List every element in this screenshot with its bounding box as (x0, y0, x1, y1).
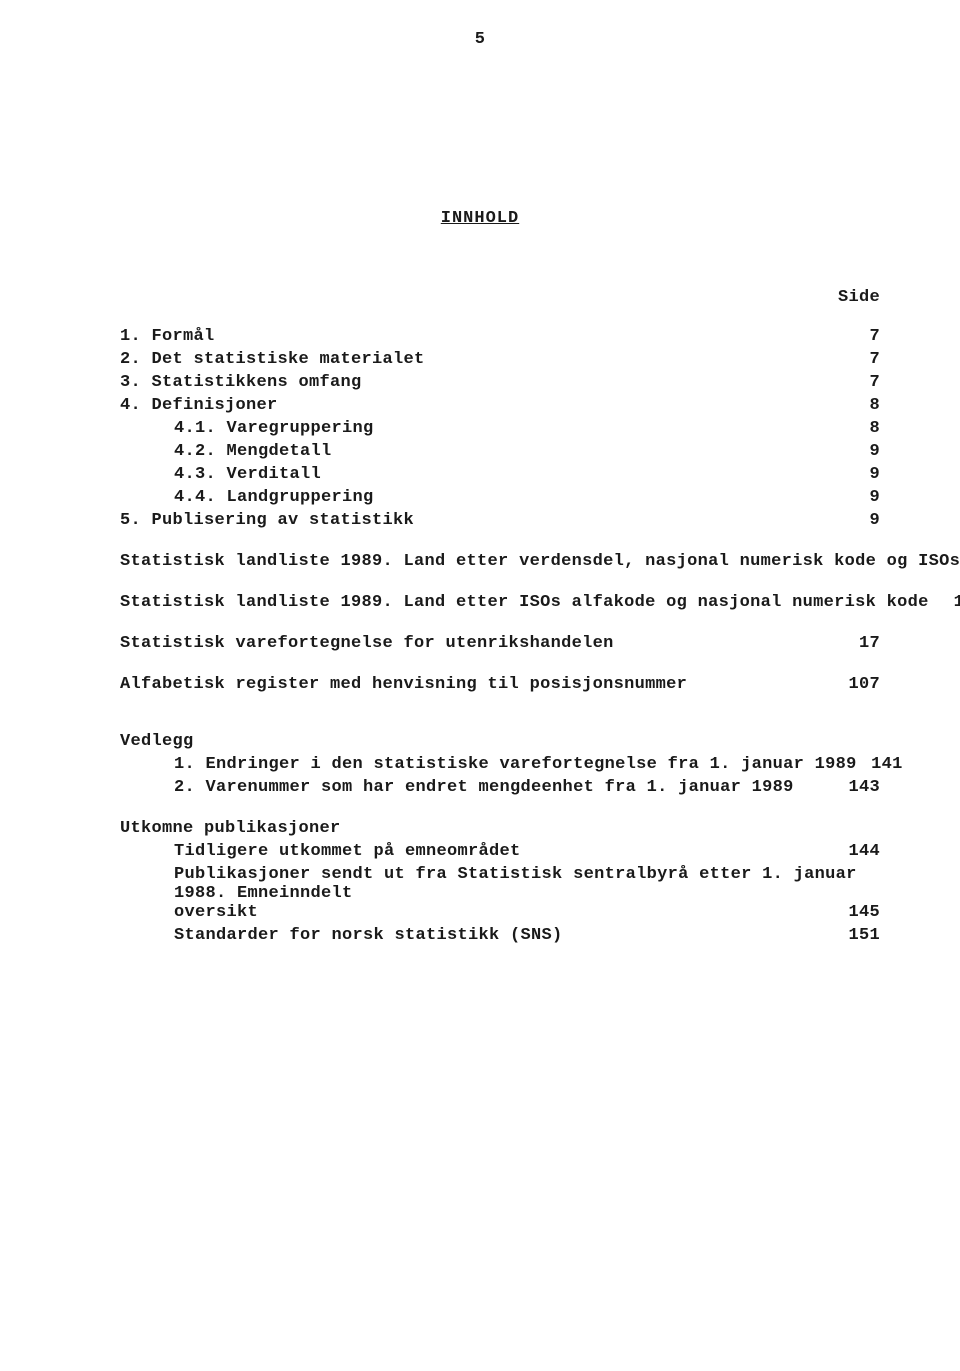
vedlegg-heading: Vedlegg (120, 732, 880, 751)
toc-label: 4. Definisjoner (120, 396, 278, 415)
toc-entry: Tidligere utkommet på emneområdet 144 (120, 842, 880, 861)
toc-page: 151 (846, 926, 880, 945)
toc-page: 8 (846, 419, 880, 438)
toc-entry: Statistisk varefortegnelse for utenriksh… (120, 634, 880, 653)
toc-page: 7 (846, 373, 880, 392)
toc-page: 143 (846, 778, 880, 797)
toc-label: Standarder for norsk statistikk (SNS) (174, 926, 563, 945)
toc-entry: 3. Statistikkens omfang 7 (120, 373, 880, 392)
toc-section-main: 1. Formål 7 2. Det statistiske materiale… (120, 327, 880, 530)
toc-page: 141 (869, 755, 903, 774)
toc-label-line2: oversikt (174, 903, 258, 922)
side-column-header: Side (120, 288, 880, 307)
toc-entry: Alfabetisk register med henvisning til p… (120, 675, 880, 694)
toc-page: 12 (941, 593, 960, 612)
toc-label: 5. Publisering av statistikk (120, 511, 414, 530)
toc-section-utkomne: Utkomne publikasjoner Tidligere utkommet… (120, 819, 880, 945)
toc-label: 1. Endringer i den statistiske vareforte… (174, 755, 857, 774)
toc-label: 1. Formål (120, 327, 215, 346)
toc-label-line1: Publikasjoner sendt ut fra Statistisk se… (174, 865, 880, 903)
toc-label: 2. Det statistiske materialet (120, 350, 425, 369)
document-title: INNHOLD (80, 209, 880, 228)
toc-label: Statistisk landliste 1989. Land etter IS… (120, 593, 929, 612)
toc-section-lists: Statistisk landliste 1989. Land etter ve… (120, 552, 880, 694)
toc-label: Tidligere utkommet på emneområdet (174, 842, 521, 861)
utkomne-heading: Utkomne publikasjoner (120, 819, 880, 838)
toc-page: 145 (846, 903, 880, 922)
toc-entry: 4.2. Mengdetall 9 (120, 442, 880, 461)
toc-entry: 4.1. Varegruppering 8 (120, 419, 880, 438)
toc-entry: 2. Varenummer som har endret mengdeenhet… (120, 778, 880, 797)
toc-page: 9 (846, 511, 880, 530)
toc-page: 7 (846, 327, 880, 346)
toc-label: 4.1. Varegruppering (174, 419, 374, 438)
toc-section-vedlegg: Vedlegg 1. Endringer i den statistiske v… (120, 732, 880, 797)
toc-page: 17 (846, 634, 880, 653)
toc-entry: 4.4. Landgruppering 9 (120, 488, 880, 507)
toc-entry: Statistisk landliste 1989. Land etter ve… (120, 552, 880, 571)
toc-page: 7 (846, 350, 880, 369)
toc-label: Alfabetisk register med henvisning til p… (120, 675, 687, 694)
toc-entry: 1. Endringer i den statistiske vareforte… (120, 755, 880, 774)
page-number: 5 (80, 30, 880, 49)
toc-label: Statistisk landliste 1989. Land etter ve… (120, 552, 960, 571)
toc-entry: 4. Definisjoner 8 (120, 396, 880, 415)
toc-entry: 4.3. Verditall 9 (120, 465, 880, 484)
toc-entry: Standarder for norsk statistikk (SNS) 15… (120, 926, 880, 945)
toc-page: 9 (846, 488, 880, 507)
toc-entry: Statistisk landliste 1989. Land etter IS… (120, 593, 880, 612)
toc-page: 9 (846, 442, 880, 461)
toc-entry: 1. Formål 7 (120, 327, 880, 346)
document-page: 5 INNHOLD Side 1. Formål 7 2. Det statis… (0, 0, 960, 1371)
toc-label: 4.2. Mengdetall (174, 442, 332, 461)
toc-label: 4.3. Verditall (174, 465, 321, 484)
toc-label: 4.4. Landgruppering (174, 488, 374, 507)
toc-page: 8 (846, 396, 880, 415)
toc-entry: Publikasjoner sendt ut fra Statistisk se… (120, 865, 880, 922)
toc-label: 3. Statistikkens omfang (120, 373, 362, 392)
toc-page: 144 (846, 842, 880, 861)
toc-page: 9 (846, 465, 880, 484)
toc-entry: 2. Det statistiske materialet 7 (120, 350, 880, 369)
toc-page: 107 (846, 675, 880, 694)
toc-label: Statistisk varefortegnelse for utenriksh… (120, 634, 614, 653)
toc-entry: 5. Publisering av statistikk 9 (120, 511, 880, 530)
toc-label: 2. Varenummer som har endret mengdeenhet… (174, 778, 794, 797)
